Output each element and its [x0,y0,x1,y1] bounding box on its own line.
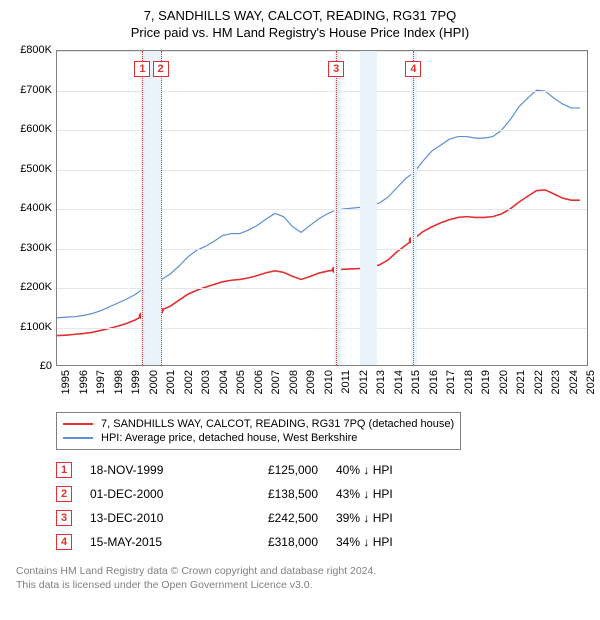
series-svg [57,51,587,365]
shaded-band [141,51,162,365]
y-tick-label: £500K [20,163,52,175]
sale-date: 13-DEC-2010 [90,511,210,525]
legend-swatch [63,437,93,439]
sale-date: 18-NOV-1999 [90,463,210,477]
x-tick-label: 2025 [585,370,600,394]
sale-index-box: 1 [56,462,72,478]
legend-swatch [63,423,93,425]
chart-container: 7, SANDHILLS WAY, CALCOT, READING, RG31 … [0,0,600,596]
sale-date: 15-MAY-2015 [90,535,210,549]
sale-pct-vs-hpi: 34% ↓ HPI [336,535,426,549]
sale-index-box: 4 [56,534,72,550]
gridline-h [57,51,587,52]
sale-row: 2 01-DEC-2000 £138,500 43% ↓ HPI [56,482,592,506]
footer-line-2: This data is licensed under the Open Gov… [16,578,592,592]
plot-area: 12 3 4 [56,50,588,366]
sale-marker-line [336,51,337,365]
sale-marker-label: 1 [134,61,150,77]
gridline-h [57,328,587,329]
sale-pct-vs-hpi: 40% ↓ HPI [336,463,426,477]
legend-item: 7, SANDHILLS WAY, CALCOT, READING, RG31 … [63,417,454,431]
sale-marker-line [413,51,414,365]
gridline-h [57,209,587,210]
sale-row: 4 15-MAY-2015 £318,000 34% ↓ HPI [56,530,592,554]
chart-area: 12 3 4 £0 £100K £200K £300K £400K £500K £600K £70… [8,46,592,406]
sale-date: 01-DEC-2000 [90,487,210,501]
footer-attribution: Contains HM Land Registry data © Crown c… [16,564,592,592]
arrow-down-icon: ↓ [363,511,369,525]
sale-marker-label: 2 [153,61,169,77]
sale-price: £125,000 [228,463,318,477]
sale-marker-label: 4 [405,61,421,77]
y-tick-label: £200K [20,281,52,293]
y-tick-label: £300K [20,242,52,254]
chart-title: 7, SANDHILLS WAY, CALCOT, READING, RG31 … [8,8,592,23]
sale-marker-line [161,51,162,365]
legend-label: HPI: Average price, detached house, West… [101,432,357,444]
chart-subtitle: Price paid vs. HM Land Registry's House … [8,25,592,40]
y-tick-label: £800K [20,44,52,56]
arrow-down-icon: ↓ [363,535,369,549]
sale-marker-label: 3 [328,61,344,77]
sale-row: 3 13-DEC-2010 £242,500 39% ↓ HPI [56,506,592,530]
arrow-down-icon: ↓ [363,463,369,477]
y-tick-label: £700K [20,84,52,96]
sales-table: 1 18-NOV-1999 £125,000 40% ↓ HPI 2 01-DEC-200… [56,458,592,554]
legend-item: HPI: Average price, detached house, West… [63,431,454,445]
sale-price: £138,500 [228,487,318,501]
sale-pct-vs-hpi: 43% ↓ HPI [336,487,426,501]
legend-label: 7, SANDHILLS WAY, CALCOT, READING, RG31 … [101,418,454,430]
sale-price: £242,500 [228,511,318,525]
sale-row: 1 18-NOV-1999 £125,000 40% ↓ HPI [56,458,592,482]
sale-pct-vs-hpi: 39% ↓ HPI [336,511,426,525]
series-line-price_paid [57,190,580,336]
sale-marker-line [142,51,143,365]
series-line-hpi [57,90,580,318]
y-tick-label: £100K [20,321,52,333]
y-tick-label: £0 [40,360,52,372]
gridline-h [57,249,587,250]
shaded-band [360,51,378,365]
legend: 7, SANDHILLS WAY, CALCOT, READING, RG31 … [56,412,461,450]
sale-price: £318,000 [228,535,318,549]
gridline-h [57,130,587,131]
arrow-down-icon: ↓ [363,487,369,501]
y-tick-label: £400K [20,202,52,214]
y-tick-label: £600K [20,123,52,135]
footer-line-1: Contains HM Land Registry data © Crown c… [16,564,592,578]
gridline-h [57,170,587,171]
sale-index-box: 2 [56,486,72,502]
gridline-h [57,288,587,289]
sale-index-box: 3 [56,510,72,526]
gridline-h [57,91,587,92]
